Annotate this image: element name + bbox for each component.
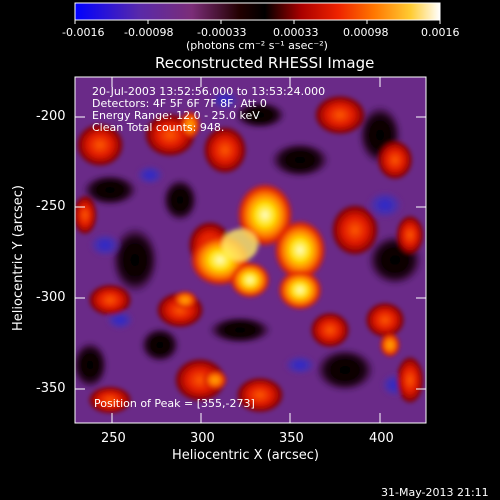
plot-frame bbox=[74, 76, 427, 424]
info-line-counts: Clean Total counts: 948. bbox=[92, 121, 225, 134]
info-line-detectors: Detectors: 4F 5F 6F 7F 8F, Att 0 bbox=[92, 97, 267, 110]
x-axis-ticks bbox=[111, 77, 381, 423]
x-tick-label: 300 bbox=[190, 431, 215, 446]
x-tick-label: 250 bbox=[101, 431, 126, 446]
colorbar-tick-label: 0.00098 bbox=[343, 26, 389, 39]
y-tick-label: -200 bbox=[36, 109, 66, 124]
y-tick-label: -300 bbox=[36, 290, 66, 305]
colorbar-tick-label: -0.00033 bbox=[197, 26, 247, 39]
y-axis-title: Heliocentric Y (arcsec) bbox=[11, 185, 26, 331]
colorbar-tick-label: 0.00033 bbox=[273, 26, 319, 39]
colorbar-tick-label: -0.0016 bbox=[62, 26, 105, 39]
x-tick-label: 400 bbox=[369, 431, 394, 446]
y-axis-ticks bbox=[75, 116, 426, 390]
colorbar bbox=[74, 2, 441, 21]
info-line-energy: Energy Range: 12.0 - 25.0 keV bbox=[92, 109, 260, 122]
colorbar-ticks bbox=[74, 20, 441, 24]
colorbar-tick-label: -0.00098 bbox=[124, 26, 174, 39]
peak-position-label: Position of Peak = [355,-273] bbox=[94, 397, 255, 410]
info-line-time: 20-Jul-2003 13:52:56.000 to 13:53:24.000 bbox=[92, 85, 326, 98]
y-tick-label: -350 bbox=[36, 381, 66, 396]
colorbar-unit-label: (photons cm⁻² s⁻¹ asec⁻²) bbox=[186, 39, 328, 52]
colorbar-tick-label: 0.0016 bbox=[421, 26, 460, 39]
plot-title: Reconstructed RHESSI Image bbox=[155, 54, 375, 72]
y-tick-label: -250 bbox=[36, 199, 66, 214]
x-axis-title: Heliocentric X (arcsec) bbox=[172, 448, 319, 463]
rhessi-image bbox=[75, 77, 426, 423]
x-tick-label: 350 bbox=[279, 431, 304, 446]
footer-timestamp: 31-May-2013 21:11 bbox=[381, 486, 489, 499]
